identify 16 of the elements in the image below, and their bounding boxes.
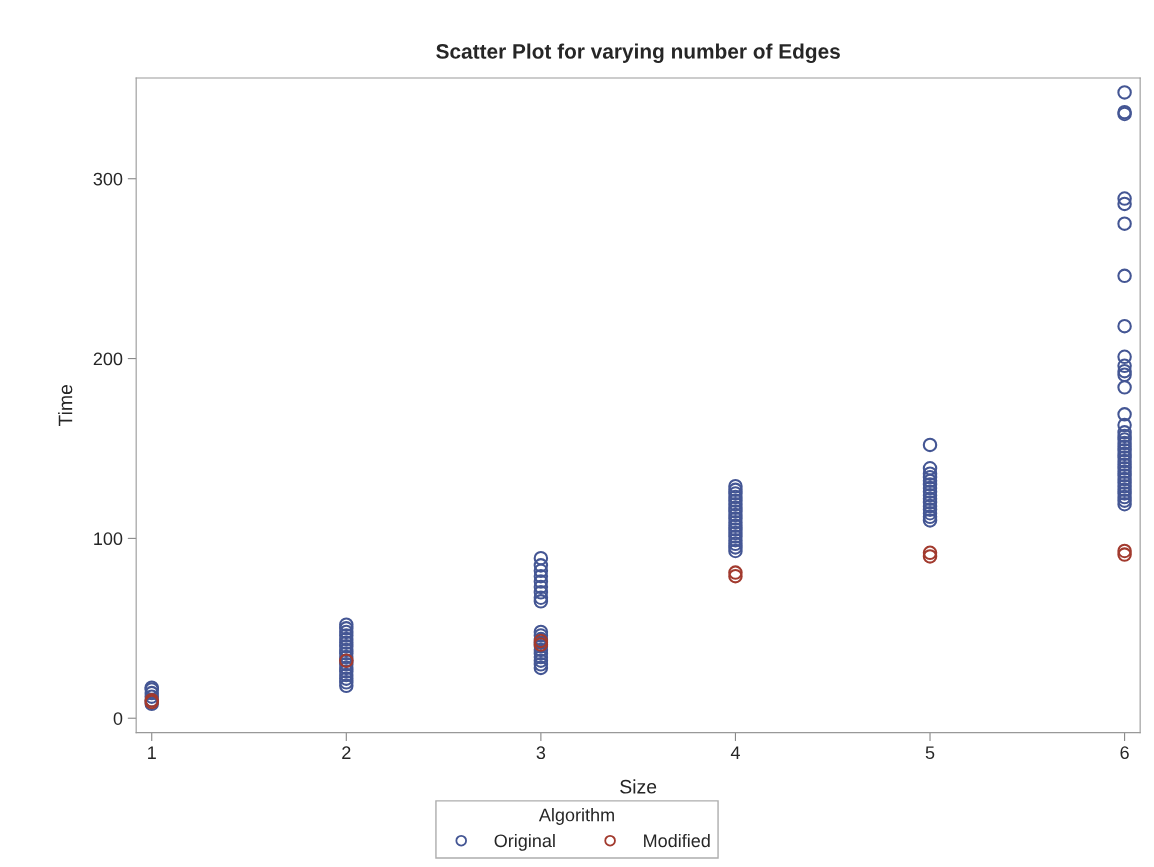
y-tick-label: 100 — [94, 532, 123, 546]
x-tick-label: 2 — [342, 746, 351, 759]
x-tick-label: 5 — [925, 746, 935, 760]
y-tick-label: 300 — [93, 172, 123, 186]
chart-title: Scatter Plot for varying number of Edges — [436, 43, 840, 63]
y-tick-label: 0 — [113, 712, 123, 725]
x-tick-label: 4 — [730, 746, 740, 759]
legend-label: Modified — [644, 833, 710, 848]
x-tick-label: 3 — [536, 746, 546, 760]
y-axis-title: Time — [58, 384, 73, 427]
x-axis-title: Size — [620, 779, 657, 794]
x-tick-label: 6 — [1120, 746, 1129, 760]
legend-title: Algorithm — [538, 808, 614, 825]
x-tick-label: 1 — [148, 746, 156, 759]
y-tick-label: 200 — [93, 352, 123, 366]
legend-label: Original — [494, 833, 555, 851]
